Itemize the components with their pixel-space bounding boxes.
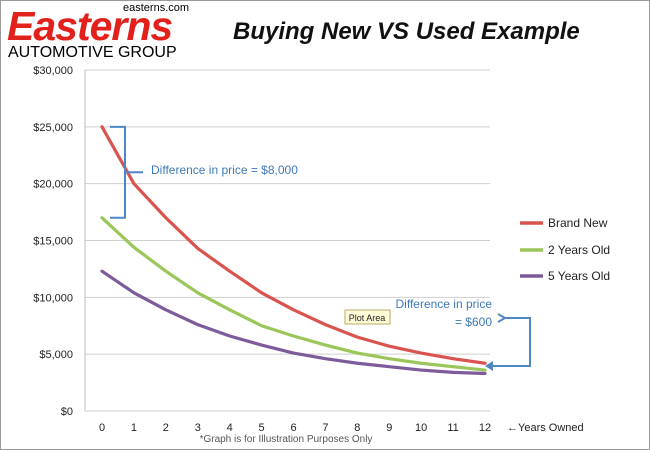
legend-label: 2 Years Old bbox=[548, 243, 610, 257]
bracket-right bbox=[490, 317, 531, 367]
plot-area-tooltip bbox=[344, 309, 391, 325]
annotation-text: = $600 bbox=[455, 315, 492, 329]
arrow-head-icon bbox=[497, 313, 508, 323]
x-tick-label: 7 bbox=[322, 422, 328, 434]
plot-area-tooltip-text: Plot Area bbox=[349, 313, 386, 323]
x-tick-label: 3 bbox=[195, 422, 201, 434]
y-tick-label: $0 bbox=[61, 406, 73, 418]
series-line-0 bbox=[100, 125, 487, 365]
y-tick-label: $15,000 bbox=[33, 236, 73, 248]
chart-title: Buying New VS Used Example bbox=[233, 18, 580, 45]
annotation-text: Difference in price bbox=[396, 297, 493, 311]
bracket-left bbox=[110, 125, 126, 219]
series-line-2 bbox=[100, 269, 487, 376]
x-tick-label: 10 bbox=[415, 422, 427, 434]
y-tick-label: $5,000 bbox=[39, 349, 73, 361]
y-tick-label: $25,000 bbox=[33, 122, 73, 134]
series-line-1 bbox=[100, 216, 487, 372]
arrow-head-icon bbox=[485, 361, 493, 371]
x-tick-label: 12 bbox=[479, 422, 491, 434]
x-tick-label: 0 bbox=[99, 422, 105, 434]
chart-footnote: *Graph is for Illustration Purposes Only bbox=[199, 434, 373, 445]
legend-label: Brand New bbox=[548, 216, 608, 230]
x-axis-label: ←Years Owned bbox=[507, 422, 584, 434]
x-tick-label: 5 bbox=[259, 422, 265, 434]
y-tick-label: $10,000 bbox=[33, 292, 73, 304]
brand-logo: Easterns bbox=[7, 3, 173, 49]
y-tick-label: $20,000 bbox=[33, 179, 73, 191]
legend-label: 5 Years Old bbox=[548, 269, 610, 283]
x-tick-label: 1 bbox=[131, 422, 137, 434]
annotation-text: Difference in price = $8,000 bbox=[151, 163, 298, 177]
x-tick-label: 4 bbox=[227, 422, 233, 434]
x-tick-label: 8 bbox=[354, 422, 360, 434]
brand-url: easterns.com bbox=[123, 2, 190, 14]
x-tick-label: 6 bbox=[290, 422, 296, 434]
x-tick-label: 2 bbox=[163, 422, 169, 434]
x-tick-label: 11 bbox=[447, 422, 458, 434]
x-tick-label: 9 bbox=[386, 422, 392, 434]
y-tick-label: $30,000 bbox=[33, 65, 73, 77]
brand-subtitle: AUTOMOTIVE GROUP bbox=[8, 44, 177, 61]
